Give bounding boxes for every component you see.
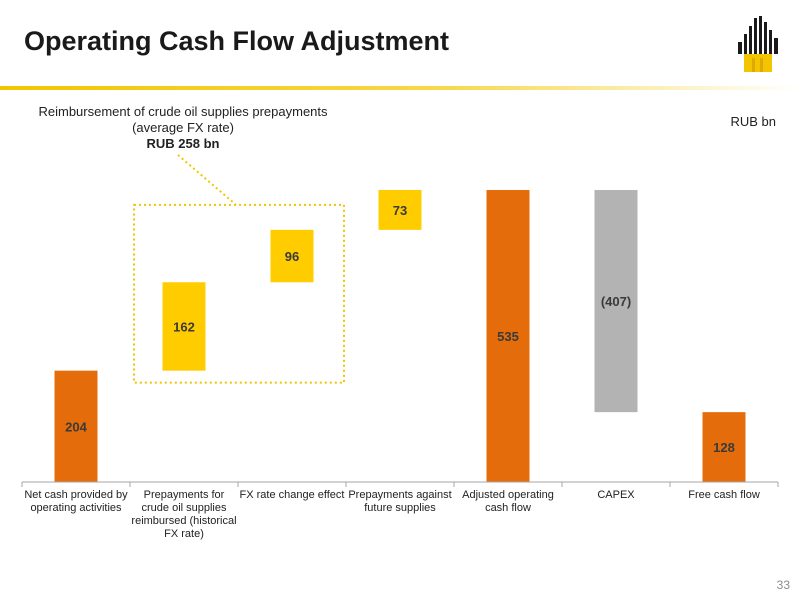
annotation-total: RUB 258 bn: [146, 136, 220, 151]
company-logo: [738, 16, 778, 72]
bar-3: [378, 190, 422, 230]
bar-1: [162, 282, 206, 371]
category-label-2: FX rate change effect: [239, 489, 345, 501]
page-number: 33: [776, 578, 790, 592]
bar-value-label-2: 96: [285, 249, 299, 264]
bar-0: [54, 370, 98, 482]
logo-base: [744, 54, 772, 72]
unit-label: RUB bn: [730, 114, 776, 129]
category-label-5: CAPEX: [597, 489, 635, 501]
bar-value-label-5: (407): [601, 294, 631, 309]
annotation-line-1: Reimbursement of crude oil supplies prep…: [38, 104, 328, 119]
category-label-0: Net cash provided by operating activitie…: [24, 489, 128, 514]
category-label-6: Free cash flow: [688, 489, 760, 501]
bar-value-label-0: 204: [65, 419, 87, 434]
title-underline: [0, 86, 800, 90]
callout-connector: [177, 154, 237, 206]
bar-value-label-4: 535: [497, 329, 519, 344]
bar-6: [702, 412, 746, 482]
bar-2: [270, 229, 314, 283]
waterfall-chart: 204 162 96 73 535 (407) 128: [21, 154, 779, 487]
bar-4: [486, 190, 530, 482]
highlight-box: [133, 203, 345, 384]
bar-value-label-6: 128: [713, 440, 735, 455]
category-label-4: Adjusted operating cash flow: [462, 489, 554, 514]
annotation-callout: Reimbursement of crude oil supplies prep…: [28, 104, 338, 152]
logo-flame-icon: [738, 16, 778, 54]
category-label-3: Prepayments against future supplies: [348, 489, 452, 514]
bar-value-label-3: 73: [393, 203, 407, 218]
page-title: Operating Cash Flow Adjustment: [24, 26, 450, 56]
bar-5: [594, 190, 638, 413]
bar-value-label-1: 162: [173, 319, 195, 334]
category-label-1: Prepayments for crude oil supplies reimb…: [131, 489, 237, 540]
annotation-line-2: (average FX rate): [132, 120, 234, 135]
